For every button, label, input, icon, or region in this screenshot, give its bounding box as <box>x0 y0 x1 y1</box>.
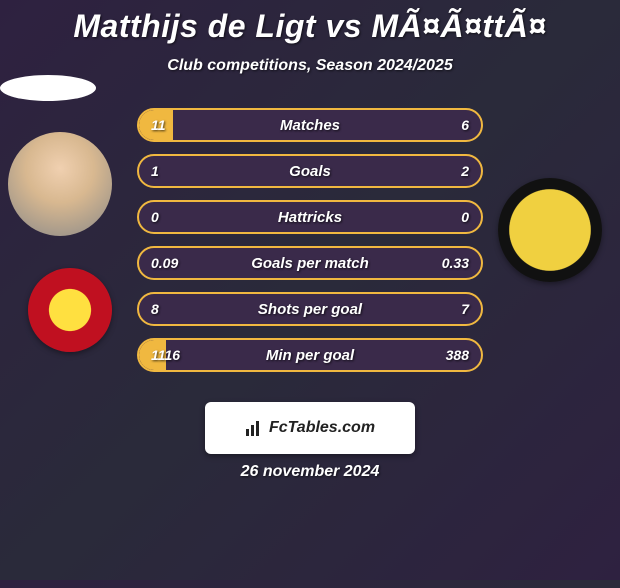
chart-icon <box>245 419 263 437</box>
stat-label: Goals per match <box>137 246 483 280</box>
stat-row: 0 Hattricks 0 <box>137 200 483 234</box>
stat-row: 1 Goals 2 <box>137 154 483 188</box>
stat-label: Min per goal <box>137 338 483 372</box>
stat-label: Hattricks <box>137 200 483 234</box>
stats-container: 11 Matches 6 1 Goals 2 0 Hattricks 0 0.0… <box>0 108 620 384</box>
stat-value-right: 7 <box>461 292 469 326</box>
stat-value-right: 6 <box>461 108 469 142</box>
player-right-oval <box>0 75 96 101</box>
stat-row: 8 Shots per goal 7 <box>137 292 483 326</box>
stat-label: Shots per goal <box>137 292 483 326</box>
page-title: Matthijs de Ligt vs MÃ¤Ã¤ttÃ¤ <box>0 8 620 45</box>
stat-row: 0.09 Goals per match 0.33 <box>137 246 483 280</box>
stat-row: 11 Matches 6 <box>137 108 483 142</box>
stat-value-right: 388 <box>446 338 469 372</box>
branding-box: FcTables.com <box>205 402 415 454</box>
page-subtitle: Club competitions, Season 2024/2025 <box>0 57 620 75</box>
stat-value-right: 0 <box>461 200 469 234</box>
stat-row: 1116 Min per goal 388 <box>137 338 483 372</box>
branding-label: FcTables.com <box>269 419 375 437</box>
stat-value-right: 0.33 <box>442 246 469 280</box>
stat-value-right: 2 <box>461 154 469 188</box>
date-label: 26 november 2024 <box>0 463 620 481</box>
stat-label: Goals <box>137 154 483 188</box>
stat-label: Matches <box>137 108 483 142</box>
